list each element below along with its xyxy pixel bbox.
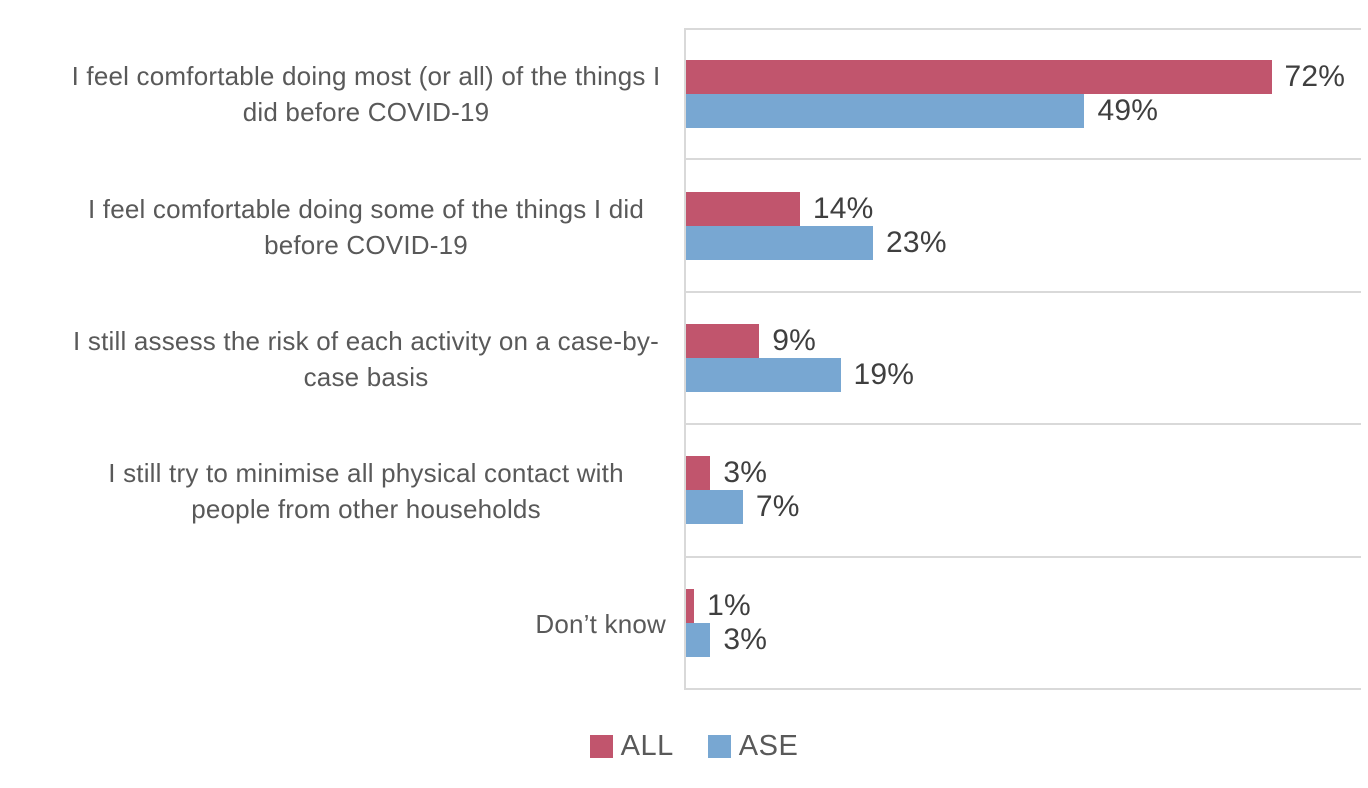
category-row: I feel comfortable doing some of the thi…: [0, 160, 1361, 293]
category-label: I feel comfortable doing most (or all) o…: [0, 28, 684, 160]
value-label-ase: 49%: [1097, 94, 1159, 128]
legend-swatch-all: [589, 734, 613, 758]
legend-label-all: ALL: [620, 729, 674, 762]
value-label-all: 72%: [1284, 60, 1346, 94]
row-plot: 9% 19%: [684, 292, 1361, 426]
bar-ase: [686, 622, 711, 657]
value-label-ase: 23%: [886, 225, 947, 259]
legend: ALL ASE: [10, 724, 1368, 768]
category-row: I still try to minimise all physical con…: [0, 425, 1361, 558]
value-label-ase: 3%: [723, 622, 768, 656]
row-plot: 72% 49%: [684, 28, 1361, 161]
value-label-all: 3%: [723, 456, 768, 490]
bar-all: [686, 588, 695, 623]
plot-area: I feel comfortable doing most (or all) o…: [0, 28, 1361, 691]
category-label-text: I feel comfortable doing most (or all) o…: [71, 61, 661, 128]
legend-item-all: ALL: [589, 729, 674, 763]
category-label: I still assess the risk of each activity…: [0, 293, 684, 425]
value-label-all: 9%: [772, 324, 816, 358]
value-label-all: 14%: [812, 191, 874, 225]
value-label-all: 1%: [707, 588, 751, 622]
category-row: I feel comfortable doing most (or all) o…: [0, 28, 1361, 161]
bar-ase: [686, 225, 874, 260]
category-label-text: I still try to minimise all physical con…: [108, 458, 624, 525]
value-label-ase: 19%: [853, 358, 915, 392]
bar-all: [686, 191, 800, 226]
bar-all: [686, 324, 760, 359]
bar-ase: [686, 94, 1085, 129]
row-plot: 14% 23%: [684, 160, 1361, 293]
category-row: Don’t know 1% 3%: [0, 557, 1361, 691]
row-plot: 1% 3%: [684, 557, 1361, 691]
category-row: I still assess the risk of each activity…: [0, 292, 1361, 426]
bar-all: [686, 60, 1272, 95]
legend-swatch-ase: [707, 734, 731, 758]
category-label-text: Don’t know: [535, 608, 666, 639]
bar-ase: [686, 358, 841, 393]
legend-label-ase: ASE: [738, 729, 799, 762]
category-label: Don’t know: [0, 558, 684, 690]
value-label-ase: 7%: [755, 490, 800, 524]
legend-item-ase: ASE: [707, 729, 799, 763]
category-label: I still try to minimise all physical con…: [0, 425, 684, 557]
row-plot: 3% 7%: [684, 425, 1361, 558]
bar-all: [686, 456, 711, 491]
category-label-text: I feel comfortable doing some of the thi…: [87, 193, 645, 260]
bar-ase: [686, 490, 743, 525]
category-label-text: I still assess the risk of each activity…: [73, 326, 659, 393]
category-label: I feel comfortable doing some of the thi…: [0, 160, 684, 292]
